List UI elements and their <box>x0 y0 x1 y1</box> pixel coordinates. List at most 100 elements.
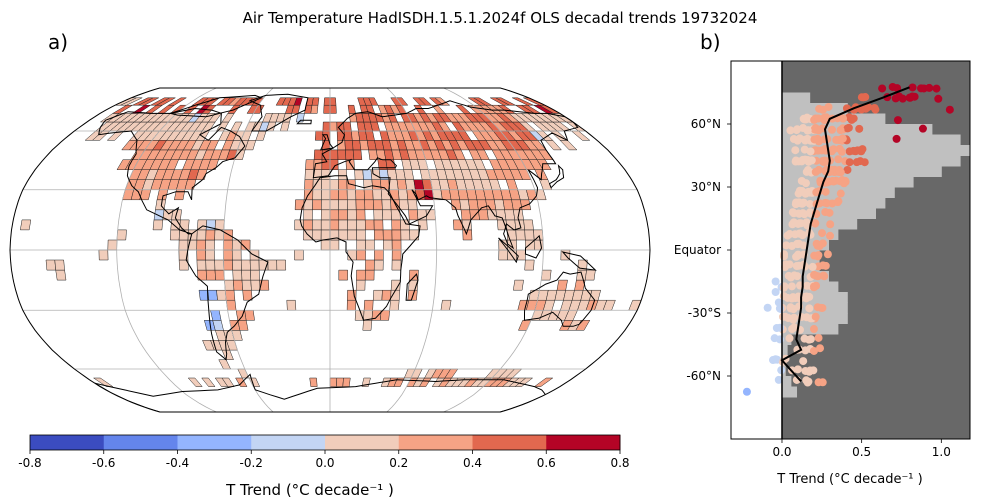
gridbox-cell <box>216 289 227 301</box>
gridbox-cell <box>329 97 337 106</box>
trend-point <box>849 114 858 123</box>
gridbox-cell <box>170 219 181 231</box>
gridbox-cell <box>323 97 331 106</box>
trend-point <box>812 239 821 248</box>
gridbox-cell <box>584 269 596 281</box>
gridbox-cell <box>329 121 338 132</box>
colorbar-tick-label: 0.2 <box>389 456 408 470</box>
gridbox-cell <box>390 279 401 291</box>
trend-point <box>802 218 811 227</box>
histogram-bar <box>781 218 858 230</box>
gridbox-cell <box>409 229 420 241</box>
gridbox-cell <box>304 179 314 190</box>
trend-point <box>870 103 879 112</box>
trend-point <box>823 250 832 259</box>
panel-b-xlabel: T Trend (°C decade⁻¹ ) <box>776 472 922 487</box>
gridbox-cell <box>294 249 304 261</box>
gridbox-cell <box>303 209 313 221</box>
gridbox-cell <box>345 149 355 160</box>
colorbar-tick-label: -0.4 <box>166 456 189 470</box>
gridbox-cell <box>320 239 331 251</box>
trend-point <box>774 298 783 307</box>
trend-point <box>789 313 798 322</box>
trend-point <box>802 167 811 176</box>
panel-a-label: a) <box>48 30 69 54</box>
gridbox-cell <box>54 259 65 271</box>
gridbox-cell <box>431 104 446 114</box>
gridbox-cell <box>237 320 249 331</box>
trend-point <box>878 84 887 93</box>
gridbox-cell <box>321 179 331 190</box>
gridbox-cell <box>468 199 479 211</box>
gridbox-cell <box>322 121 331 132</box>
gridbox-cell <box>365 259 375 271</box>
gridbox-cell <box>338 189 348 201</box>
trend-point <box>893 116 902 125</box>
trend-point <box>795 209 804 218</box>
trend-point <box>763 303 772 312</box>
panel-b-label: b) <box>700 30 721 54</box>
gridbox-cell <box>152 219 164 231</box>
gridbox-cell <box>224 289 236 301</box>
trend-point <box>794 250 803 259</box>
gridbox-cell <box>205 259 216 271</box>
gridbox-cell <box>201 377 216 387</box>
gridbox-cell <box>196 229 207 241</box>
gridbox-cell <box>556 279 568 291</box>
gridbox-cell <box>203 97 221 106</box>
gridbox-cell <box>356 239 366 251</box>
trend-point <box>780 252 789 261</box>
gridbox-cell <box>363 299 374 311</box>
gridbox-cell <box>314 130 324 141</box>
trend-point <box>895 92 904 101</box>
trend-point <box>834 155 843 164</box>
gridbox-cell <box>504 209 516 221</box>
gridbox-cell <box>372 199 383 211</box>
gridbox-cell <box>364 199 374 211</box>
trend-point <box>838 134 847 143</box>
colorbar-tick-label: 0.0 <box>315 456 334 470</box>
coastline <box>248 93 309 132</box>
trend-point <box>822 199 831 208</box>
coastline <box>296 119 312 125</box>
trend-point <box>812 188 821 197</box>
gridbox-cell <box>413 104 427 114</box>
gridbox-cell <box>309 377 318 387</box>
gridbox-cell <box>373 259 384 271</box>
trend-point <box>794 219 803 228</box>
x-ticks: 0.0 0.5 1.0 <box>772 439 951 459</box>
gridbox-cell <box>235 377 248 387</box>
graticule-meridian <box>116 88 217 412</box>
gridbox-cell <box>338 209 348 221</box>
gridbox-cell <box>338 269 348 281</box>
trend-point <box>792 126 801 135</box>
gridbox-cell <box>346 189 357 201</box>
gridbox-cell <box>179 219 190 231</box>
gridbox-cell <box>347 219 357 231</box>
gridbox-cell <box>223 239 233 251</box>
colorbar-tick-label: 0.4 <box>463 456 482 470</box>
latitude-mean-line <box>780 86 910 382</box>
trend-point <box>836 189 845 198</box>
coastline <box>548 164 565 189</box>
gridbox-points <box>742 82 954 396</box>
gridbox-cell <box>346 299 357 311</box>
gridbox-cell <box>338 179 348 190</box>
trend-point <box>932 84 941 93</box>
trend-point <box>786 126 795 135</box>
gridbox-cell <box>196 249 206 261</box>
coastline <box>405 273 419 301</box>
gridbox-cell <box>400 219 410 231</box>
gridbox-cell <box>460 209 472 221</box>
trend-point <box>813 303 822 312</box>
trend-point <box>893 84 902 93</box>
gridbox-cell <box>250 269 260 281</box>
gridbox-cell <box>391 259 402 271</box>
gridbox-cell <box>303 219 313 231</box>
histogram-bar <box>781 271 829 282</box>
gridbox-cell <box>336 377 344 387</box>
gridbox-cell <box>45 259 56 271</box>
coastline <box>299 175 421 321</box>
gridbox-cell <box>372 289 383 301</box>
gridbox-cell <box>391 239 402 251</box>
